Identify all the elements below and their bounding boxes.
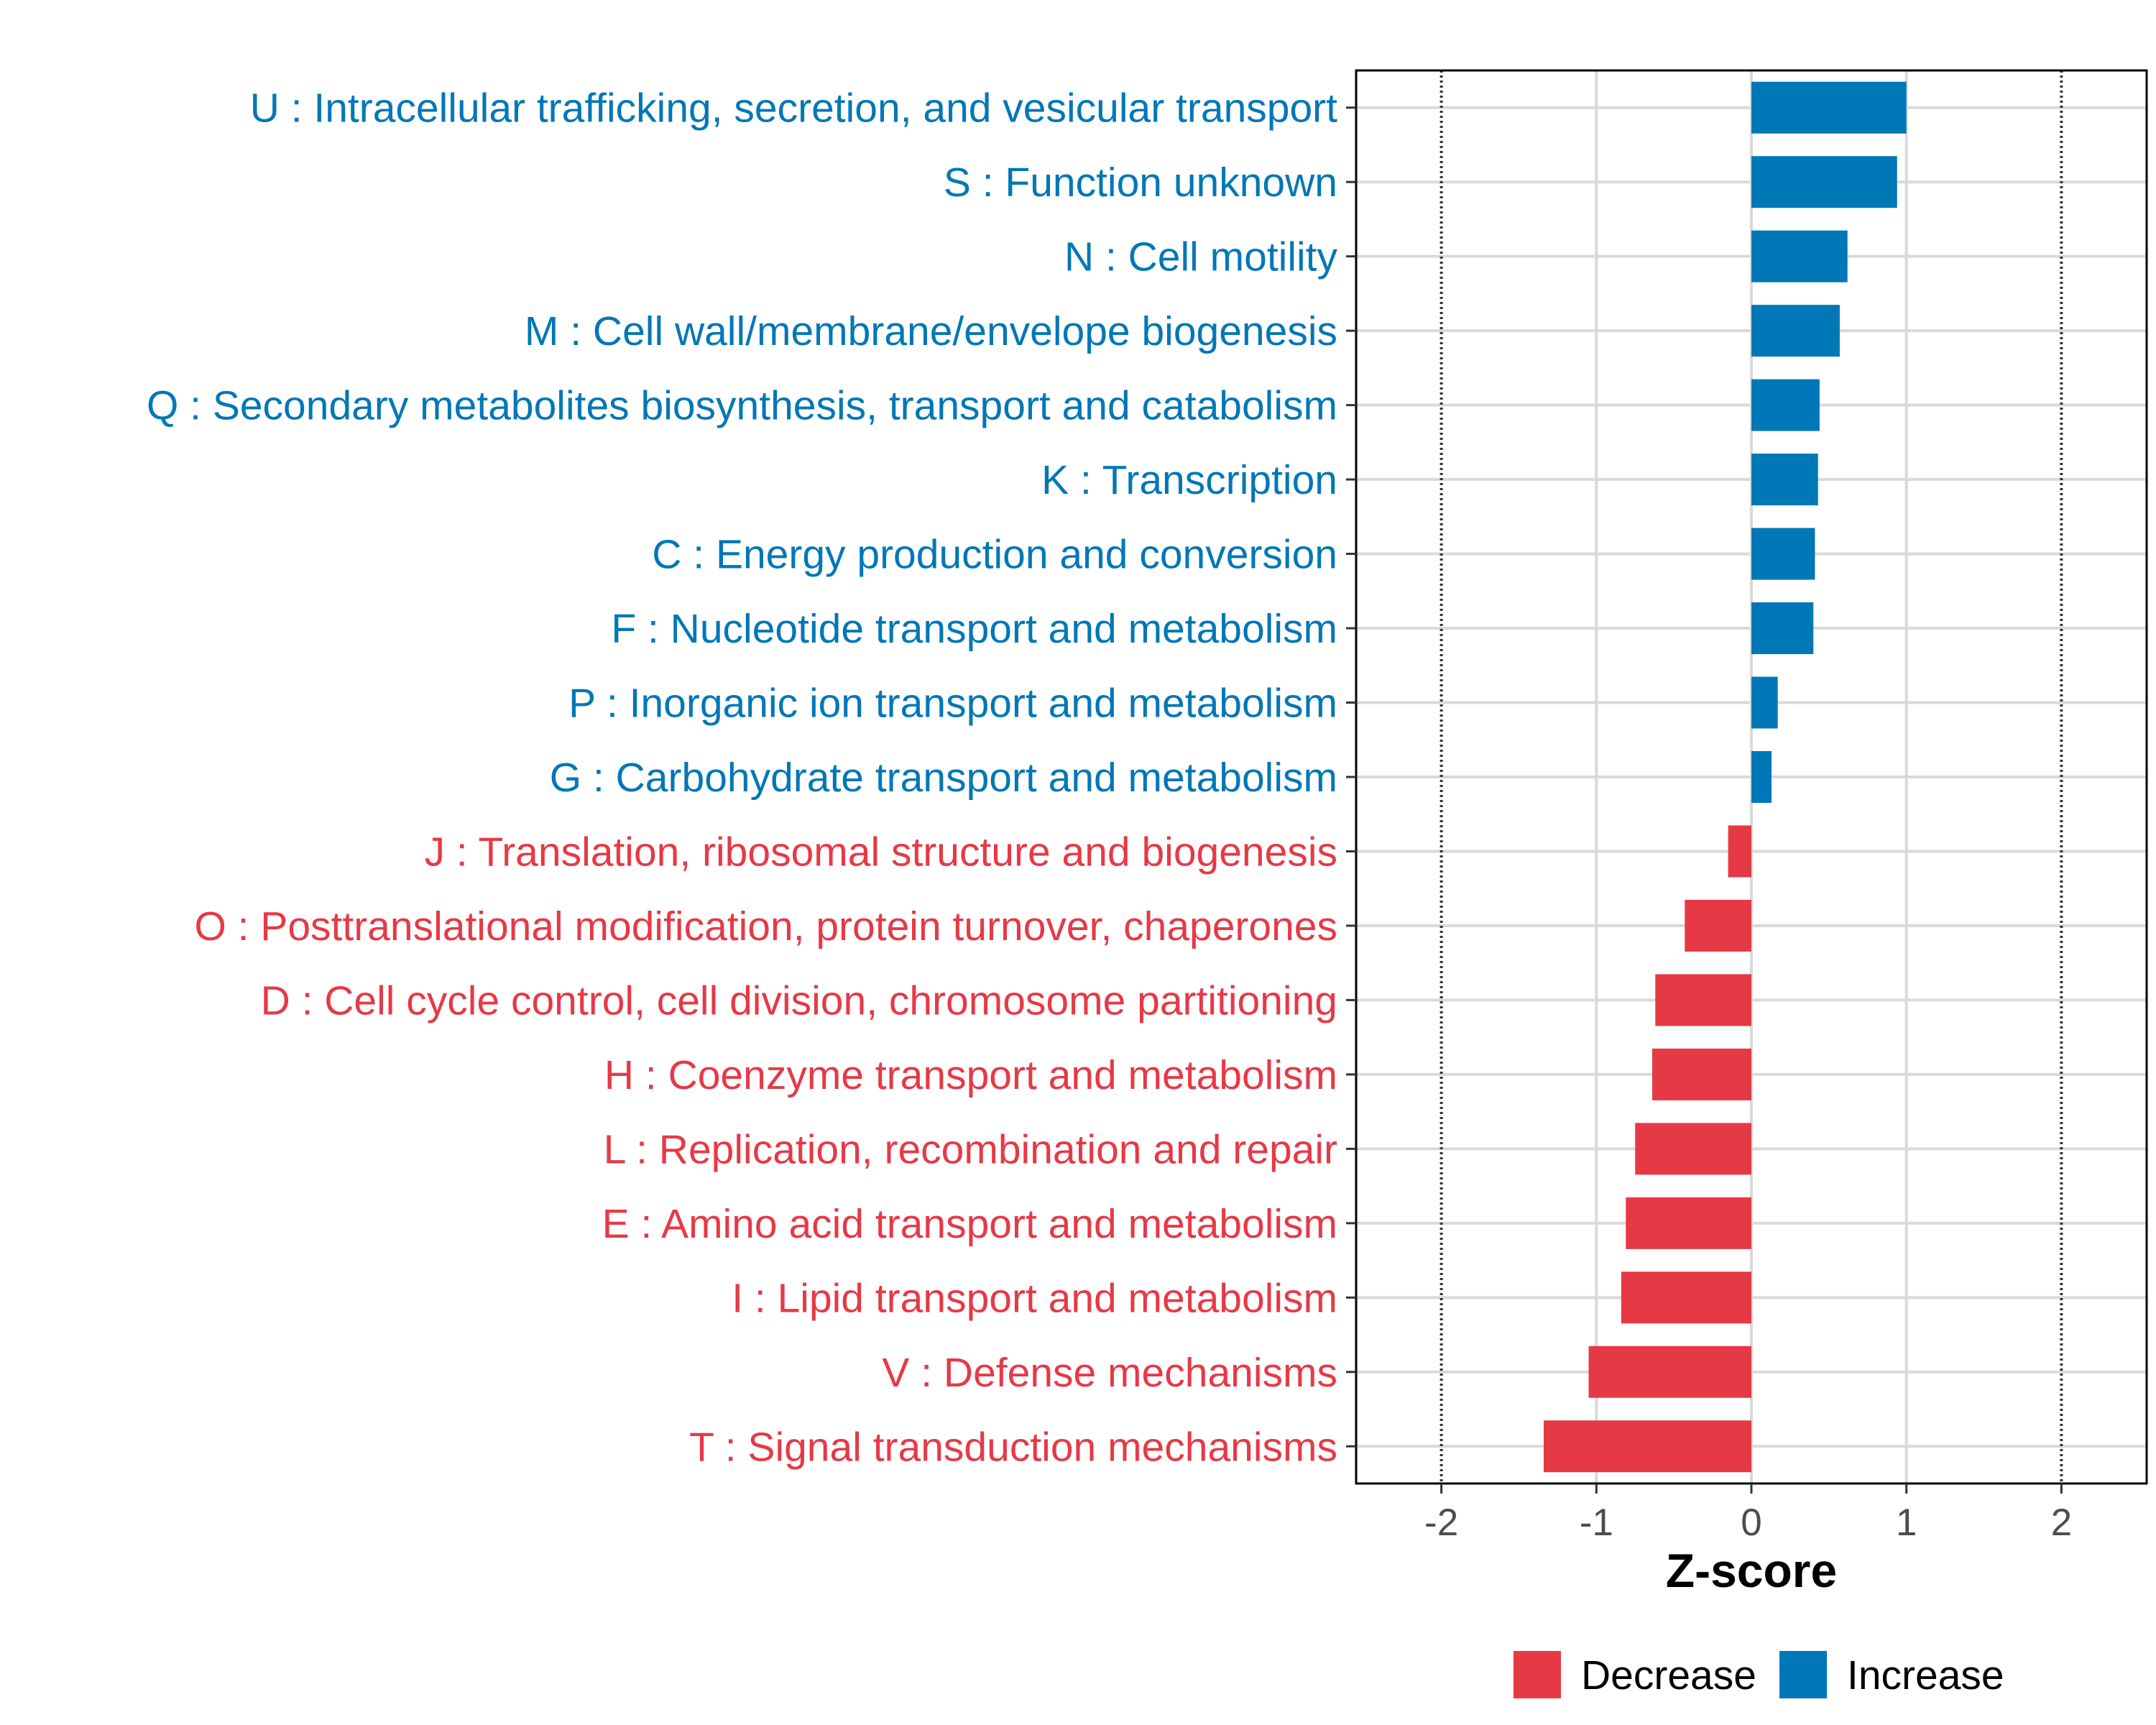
legend: Decrease Increase (1514, 1651, 2004, 1698)
category-label: V : Defense mechanisms (882, 1350, 1337, 1396)
legend-label: Decrease (1581, 1652, 1756, 1698)
legend-swatch (1779, 1651, 1827, 1698)
category-label: G : Carbohydrate transport and metabolis… (550, 755, 1337, 801)
category-label: E : Amino acid transport and metabolism (602, 1201, 1337, 1247)
x-tick-label: 2 (2051, 1501, 2072, 1544)
category-label: T : Signal transduction mechanisms (689, 1424, 1337, 1470)
x-axis-ticks: -2 -1 0 1 2 (1424, 1484, 2072, 1544)
bar (1751, 528, 1815, 580)
category-label: F : Nucleotide transport and metabolism (611, 606, 1337, 652)
bar (1728, 825, 1751, 878)
reference-lines (1439, 70, 2063, 1484)
bar (1751, 379, 1820, 431)
bar (1751, 156, 1897, 208)
legend-label: Increase (1847, 1652, 2004, 1698)
bar (1543, 1420, 1751, 1473)
bars (1543, 81, 1907, 1473)
category-labels: U : Intracellular trafficking, secretion… (147, 86, 1338, 1471)
bar (1751, 602, 1814, 655)
category-label: Q : Secondary metabolites biosynthesis, … (147, 383, 1337, 429)
bar (1751, 454, 1818, 506)
bar (1751, 676, 1778, 729)
x-tick-label: 1 (1896, 1501, 1917, 1544)
bar (1751, 305, 1840, 357)
bar (1651, 1048, 1751, 1100)
bar (1751, 81, 1907, 134)
category-label: D : Cell cycle control, cell division, c… (261, 978, 1337, 1024)
legend-swatch (1514, 1651, 1561, 1698)
bar (1626, 1197, 1751, 1249)
category-label: H : Coenzyme transport and metabolism (604, 1052, 1337, 1098)
category-label: K : Transcription (1041, 457, 1337, 503)
category-label: U : Intracellular trafficking, secretion… (250, 86, 1337, 132)
bar (1751, 230, 1848, 282)
x-axis-title: Z-score (1666, 1544, 1837, 1597)
category-label: L : Replication, recombination and repai… (604, 1126, 1337, 1172)
category-label: M : Cell wall/membrane/envelope biogenes… (525, 308, 1337, 354)
x-tick-label: -1 (1580, 1501, 1613, 1544)
y-axis-ticks (1346, 106, 1356, 1448)
category-label: P : Inorganic ion transport and metaboli… (568, 681, 1337, 727)
bar (1635, 1123, 1751, 1175)
category-label: N : Cell motility (1064, 234, 1338, 280)
category-label: I : Lipid transport and metabolism (732, 1275, 1337, 1321)
category-label: J : Translation, ribosomal structure and… (425, 829, 1337, 875)
bar (1588, 1346, 1751, 1398)
x-tick-label: -2 (1424, 1501, 1458, 1544)
category-label: O : Posttranslational modification, prot… (194, 903, 1337, 949)
category-label: S : Function unknown (944, 160, 1337, 206)
category-label: C : Energy production and conversion (652, 532, 1337, 578)
x-tick-label: 0 (1741, 1501, 1761, 1544)
bar (1685, 899, 1751, 952)
bar (1655, 974, 1751, 1026)
bar (1751, 751, 1772, 803)
bar (1621, 1271, 1751, 1324)
